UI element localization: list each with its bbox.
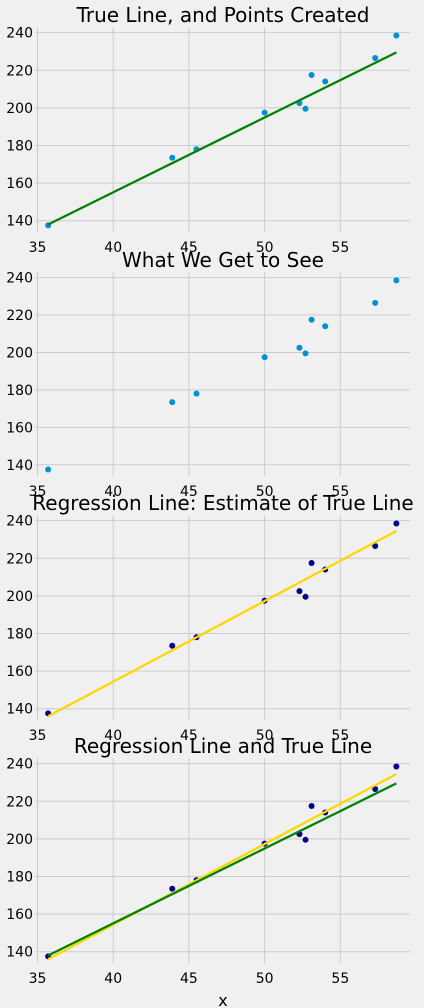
y-tick-label: 240 — [6, 514, 33, 530]
x-tick-label: 45 — [180, 971, 198, 987]
x-tick-label: 35 — [29, 728, 47, 744]
y-tick-label: 220 — [6, 551, 33, 567]
x-tick-label: 35 — [29, 240, 47, 256]
regression-line — [47, 529, 397, 718]
data-point — [308, 316, 315, 323]
x-tick-label: 40 — [104, 971, 122, 987]
y-tick-label: 160 — [6, 420, 33, 436]
x-tick-label: 55 — [331, 728, 349, 744]
y-tick-label: 160 — [6, 907, 33, 923]
x-tick-label: 50 — [256, 240, 274, 256]
y-tick-label: 220 — [6, 794, 33, 810]
data-point — [302, 350, 309, 357]
x-tick-label: 50 — [256, 728, 274, 744]
data-point — [45, 466, 52, 473]
x-tick-label: 40 — [104, 484, 122, 500]
data-point — [302, 105, 309, 112]
x-tick-label: 35 — [29, 484, 47, 500]
y-tick-label: 200 — [6, 345, 33, 361]
true-line — [47, 782, 397, 957]
data-point — [169, 885, 176, 892]
x-tick-label: 50 — [256, 484, 274, 500]
y-tick-label: 220 — [6, 308, 33, 324]
data-point — [393, 277, 400, 284]
data-point — [193, 390, 200, 397]
chart-title: Regression Line: Estimate of True Line — [32, 491, 413, 515]
y-tick-label: 240 — [6, 271, 33, 287]
y-tick-label: 140 — [6, 702, 33, 718]
y-tick-label: 140 — [6, 945, 33, 961]
x-tick-label: 55 — [331, 240, 349, 256]
y-tick-label: 180 — [6, 869, 33, 885]
x-tick-label: 55 — [331, 971, 349, 987]
data-point — [296, 344, 303, 351]
y-tick-label: 140 — [6, 214, 33, 230]
data-point — [169, 399, 176, 406]
x-tick-label: 40 — [104, 240, 122, 256]
x-tick-label: 40 — [104, 728, 122, 744]
data-point — [296, 588, 303, 595]
x-tick-label: 55 — [331, 484, 349, 500]
data-point — [308, 802, 315, 809]
data-point — [372, 786, 379, 793]
x-tick-label: 45 — [180, 484, 198, 500]
data-point — [372, 299, 379, 306]
data-point — [261, 354, 268, 361]
y-tick-label: 180 — [6, 626, 33, 642]
data-point — [308, 559, 315, 566]
data-point — [372, 543, 379, 550]
y-tick-label: 240 — [6, 26, 33, 42]
regression-line — [47, 772, 397, 961]
y-tick-label: 160 — [6, 176, 33, 192]
x-axis-label: x — [218, 991, 227, 1008]
data-point — [169, 154, 176, 161]
true-line — [47, 51, 397, 226]
data-point — [393, 32, 400, 39]
data-point — [393, 763, 400, 770]
y-tick-label: 200 — [6, 589, 33, 605]
data-point — [322, 323, 329, 330]
y-tick-label: 140 — [6, 458, 33, 474]
x-tick-label: 35 — [29, 971, 47, 987]
data-point — [169, 642, 176, 649]
x-tick-label: 45 — [180, 240, 198, 256]
x-tick-label: 45 — [180, 728, 198, 744]
data-point — [322, 78, 329, 85]
y-tick-label: 200 — [6, 832, 33, 848]
y-tick-label: 180 — [6, 383, 33, 399]
y-tick-label: 180 — [6, 138, 33, 154]
y-tick-label: 240 — [6, 757, 33, 773]
data-point — [261, 109, 268, 116]
chart-title: True Line, and Points Created — [76, 3, 370, 27]
data-point — [393, 520, 400, 527]
x-tick-label: 50 — [256, 971, 274, 987]
chart-title: Regression Line and True Line — [74, 734, 372, 758]
y-tick-label: 160 — [6, 664, 33, 680]
y-tick-label: 200 — [6, 101, 33, 117]
chart-title: What We Get to See — [122, 248, 324, 272]
data-point — [308, 71, 315, 78]
data-point — [302, 836, 309, 843]
data-point — [302, 593, 309, 600]
data-point — [372, 55, 379, 62]
y-tick-label: 220 — [6, 63, 33, 79]
